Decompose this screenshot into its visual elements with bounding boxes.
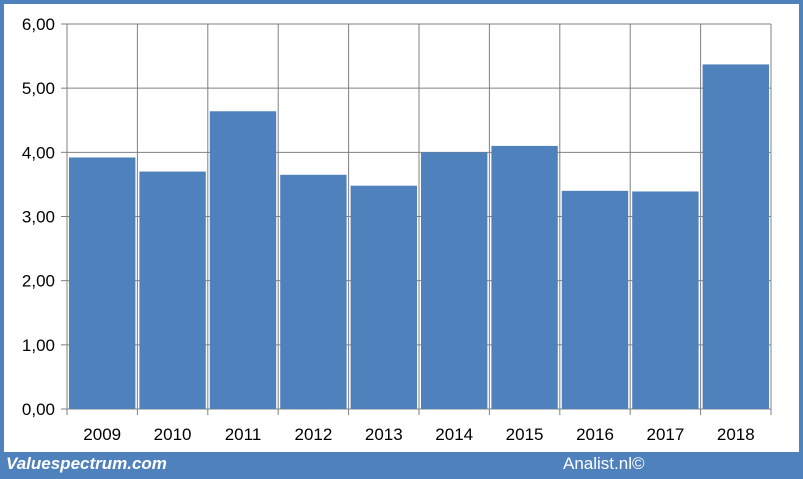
x-tick-label: 2015 xyxy=(506,425,544,444)
bar-2015 xyxy=(491,145,558,409)
x-tick-label: 2010 xyxy=(154,425,192,444)
x-tick-label: 2012 xyxy=(294,425,332,444)
bar-2018 xyxy=(702,64,769,410)
x-tick-label: 2018 xyxy=(717,425,755,444)
y-tick-label: 6,00 xyxy=(22,15,55,34)
y-tick-label: 3,00 xyxy=(22,208,55,227)
bar-2009 xyxy=(69,157,136,409)
y-tick-label: 1,00 xyxy=(22,336,55,355)
y-tick-label: 2,00 xyxy=(22,272,55,291)
x-tick-label: 2013 xyxy=(365,425,403,444)
x-tick-label: 2009 xyxy=(83,425,121,444)
x-tick-label: 2011 xyxy=(225,425,262,444)
bar-2013 xyxy=(350,185,417,409)
y-tick-label: 4,00 xyxy=(22,143,55,162)
bar-2014 xyxy=(421,152,488,410)
footer-brand: Valuespectrum.com xyxy=(6,454,167,473)
bar-2012 xyxy=(280,174,347,409)
bar-2016 xyxy=(561,190,629,409)
x-tick-label: 2014 xyxy=(435,425,473,444)
y-tick-label: 0,00 xyxy=(22,400,55,419)
x-tick-label: 2017 xyxy=(646,425,684,444)
footer-credit: Analist.nl© xyxy=(563,454,645,473)
bar-2017 xyxy=(632,191,699,409)
bar-2011 xyxy=(209,111,277,410)
bar-2010 xyxy=(139,171,206,409)
x-tick-label: 2016 xyxy=(576,425,614,444)
y-tick-label: 5,00 xyxy=(22,79,55,98)
